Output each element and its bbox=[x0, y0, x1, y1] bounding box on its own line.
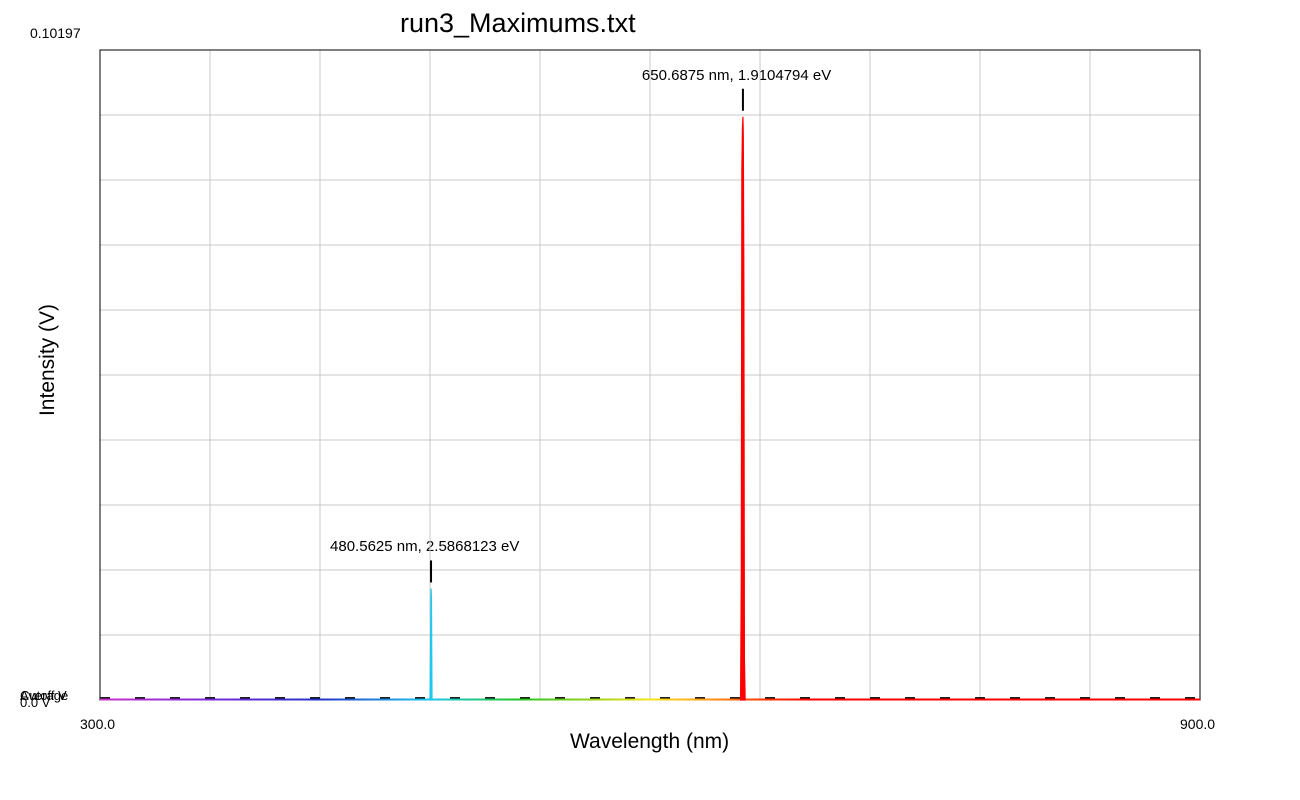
x-axis-label: Wavelength (nm) bbox=[570, 730, 730, 753]
x-tick-label-min: 300.0 bbox=[80, 716, 116, 732]
spectrum-peak bbox=[429, 588, 433, 701]
spectrum-peak bbox=[739, 116, 746, 701]
y-max-label: 0.10197 bbox=[30, 25, 81, 41]
legend-zero-label: 0.0 V bbox=[20, 695, 51, 710]
spectrum-baseline bbox=[100, 698, 1200, 701]
peak-annotation-label: 650.6875 nm, 1.9104794 eV bbox=[641, 66, 832, 84]
x-tick-label-max: 900.0 bbox=[1180, 716, 1216, 732]
chart-title: run3_Maximums.txt bbox=[400, 8, 636, 38]
peak-annotation-label: 480.5625 nm, 2.5868123 eV bbox=[330, 538, 520, 556]
legend-cutoff-label: Cutoff V bbox=[20, 688, 67, 703]
legend-average-label: Average bbox=[20, 688, 69, 703]
